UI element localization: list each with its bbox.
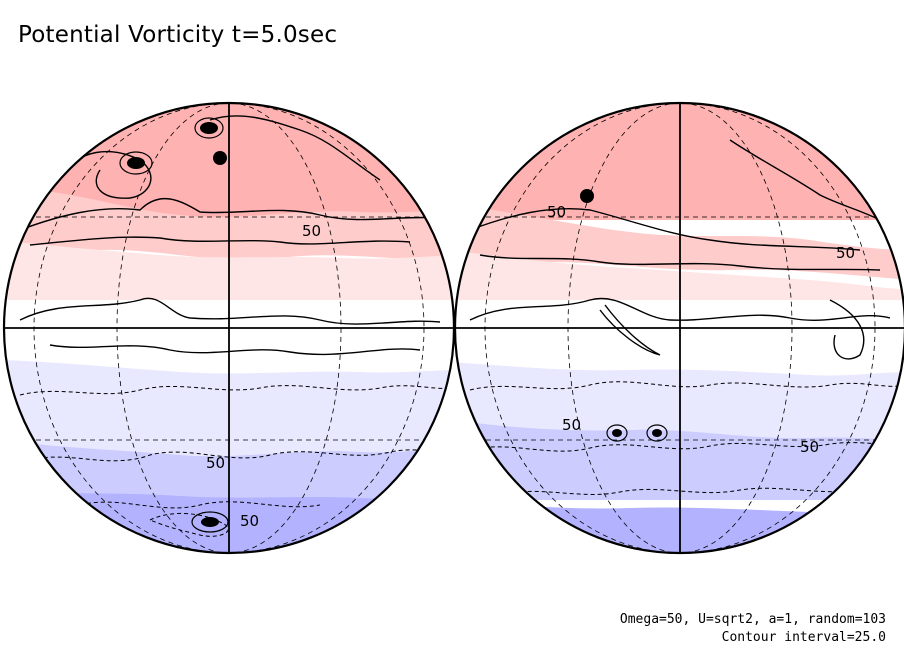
contour-label: 50 <box>800 438 819 456</box>
color-band <box>4 240 454 310</box>
color-band <box>4 360 454 470</box>
contour-interval-note: Contour interval=25.0 <box>721 630 886 645</box>
page-title: Potential Vorticity t=5.0sec <box>18 22 338 48</box>
contour-label: 50 <box>547 203 566 221</box>
right-globe: 50 50 50 50 <box>453 101 904 555</box>
contour-label: 50 <box>836 244 855 262</box>
contour-label: 50 <box>302 222 321 240</box>
color-band <box>455 500 904 553</box>
color-band <box>4 490 454 553</box>
contour-label: 50 <box>240 512 259 530</box>
color-band <box>455 300 904 375</box>
left-globe: 50 50 50 <box>2 101 456 555</box>
params-note: Omega=50, U=sqrt2, a=1, random=103 <box>619 612 886 627</box>
contour-label: 50 <box>562 416 581 434</box>
contour-label: 50 <box>206 454 225 472</box>
